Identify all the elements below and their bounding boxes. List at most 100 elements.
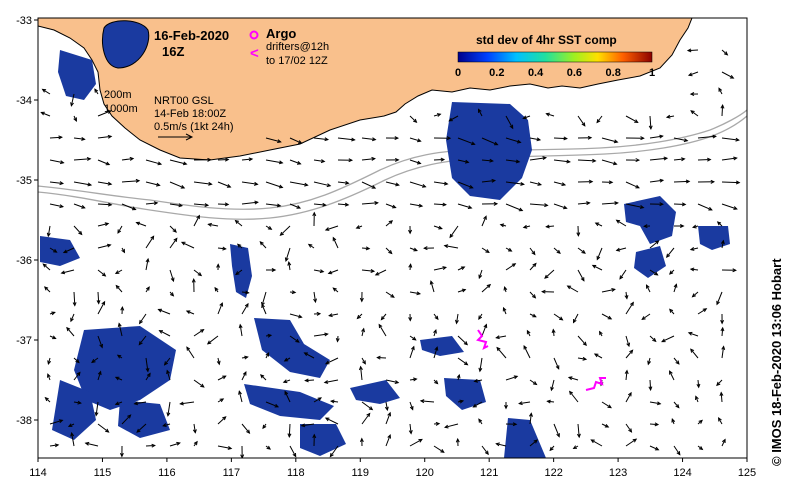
current-arrow	[457, 335, 469, 346]
credit-text: © IMOS 18-Feb-2020 13:06 Hobart	[769, 258, 784, 466]
current-arrow	[70, 93, 75, 107]
current-arrow	[455, 437, 460, 447]
current-arrow	[625, 391, 632, 403]
current-arrow	[312, 211, 317, 227]
current-arrow	[145, 181, 161, 187]
current-arrow	[266, 268, 277, 272]
current-arrow	[72, 291, 77, 307]
current-arrow	[505, 263, 517, 271]
sst-patch-south-1	[300, 424, 346, 456]
current-arrow	[327, 269, 339, 275]
current-arrow	[136, 423, 147, 433]
current-arrow	[577, 269, 585, 282]
current-arrow	[193, 269, 203, 277]
current-arrow	[162, 423, 171, 427]
current-arrow	[49, 135, 63, 140]
current-arrow	[283, 357, 291, 362]
current-arrow	[433, 225, 443, 230]
current-vectors	[40, 48, 741, 458]
current-arrow	[669, 308, 675, 315]
current-arrow	[49, 181, 65, 186]
current-arrow	[265, 181, 284, 189]
current-arrow	[457, 137, 476, 146]
current-arrow	[94, 88, 99, 95]
current-arrow	[289, 313, 303, 319]
current-arrow	[236, 243, 243, 249]
current-arrow	[409, 181, 427, 188]
current-arrow	[668, 269, 675, 275]
current-arrow	[502, 306, 507, 315]
current-arrow	[478, 418, 483, 425]
current-arrow	[115, 284, 123, 293]
drifter-track-1	[476, 329, 489, 350]
current-arrow	[192, 423, 197, 434]
current-arrow	[91, 357, 99, 364]
current-arrow	[572, 445, 579, 450]
current-arrow	[443, 423, 459, 429]
current-arrow	[324, 225, 339, 231]
current-arrow	[337, 137, 356, 142]
current-arrow	[457, 357, 469, 366]
current-arrow	[433, 157, 446, 162]
current-arrow	[577, 158, 597, 163]
current-arrow	[42, 263, 51, 271]
current-arrow	[429, 280, 435, 293]
current-arrow	[121, 156, 135, 161]
current-arrow	[481, 158, 494, 163]
current-arrow	[472, 401, 483, 408]
current-arrow	[163, 357, 171, 366]
current-arrow	[505, 181, 525, 186]
current-arrow	[495, 442, 507, 447]
current-arrow	[361, 201, 379, 206]
current-arrow	[624, 369, 629, 381]
current-arrow	[214, 286, 219, 293]
current-arrow	[601, 159, 618, 166]
y-tick-label: -35	[16, 175, 32, 187]
current-arrow	[649, 335, 657, 343]
current-arrow	[697, 308, 708, 315]
current-arrow	[313, 202, 327, 207]
current-arrow	[49, 159, 65, 165]
current-arrow	[625, 335, 631, 348]
current-arrow	[193, 203, 210, 207]
product-name: NRT00 GSL	[154, 95, 214, 107]
coastal-inlet	[102, 20, 150, 69]
current-arrow	[478, 313, 483, 320]
current-arrow	[234, 219, 243, 227]
current-arrow	[73, 136, 86, 141]
current-arrow	[409, 335, 417, 341]
current-arrow	[337, 202, 350, 207]
current-arrow	[121, 414, 132, 425]
current-arrow	[73, 181, 93, 187]
current-arrow	[590, 439, 603, 447]
current-arrow	[625, 301, 634, 315]
current-arrow	[409, 137, 422, 143]
current-arrow	[97, 181, 113, 186]
current-arrow	[217, 181, 232, 188]
current-arrow	[287, 423, 292, 438]
current-arrow	[718, 87, 723, 95]
current-arrow	[409, 247, 418, 252]
current-arrow	[217, 246, 227, 251]
current-arrow	[265, 401, 280, 408]
current-arrow	[262, 423, 267, 430]
current-arrow	[545, 224, 555, 229]
current-arrow	[384, 401, 389, 412]
sst-patch-east-1	[624, 196, 676, 244]
current-arrow	[121, 203, 137, 211]
y-tick-label: -38	[16, 415, 32, 427]
current-arrow	[284, 247, 291, 262]
current-arrow	[691, 291, 699, 298]
current-arrow	[166, 401, 171, 417]
current-arrow	[649, 269, 659, 276]
current-arrow	[529, 313, 537, 318]
current-arrow	[522, 115, 531, 120]
current-arrow	[522, 224, 531, 229]
current-arrow	[289, 159, 302, 165]
current-arrow	[473, 378, 483, 383]
current-arrow	[261, 303, 267, 315]
current-arrow	[696, 379, 701, 389]
current-arrow	[241, 302, 249, 315]
current-arrow	[528, 412, 533, 425]
